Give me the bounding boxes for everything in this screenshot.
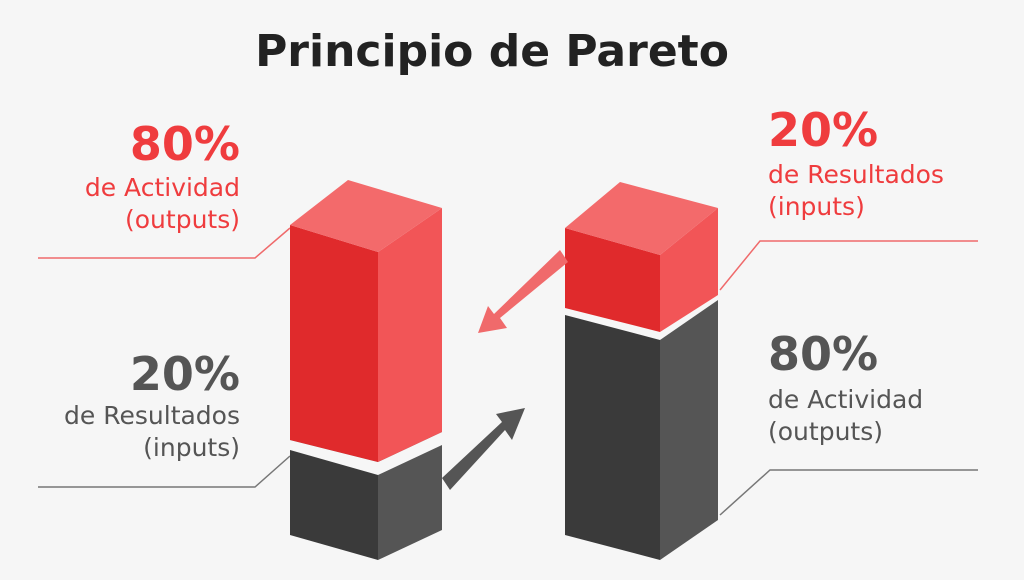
leader-line: [719, 240, 978, 291]
left-block: [290, 180, 442, 560]
label: (outputs): [125, 205, 240, 234]
red-top: [290, 180, 442, 252]
label: de Actividad: [85, 173, 240, 202]
label: de Resultados: [768, 160, 944, 189]
percent: 80%: [130, 117, 240, 171]
dark-face: [660, 300, 718, 560]
red-top: [565, 182, 718, 255]
percent: 20%: [768, 103, 878, 157]
right-block: [565, 182, 718, 560]
label: de Actividad: [768, 385, 923, 414]
label: de Resultados: [64, 401, 240, 430]
red-face: [565, 228, 660, 332]
red-face: [660, 208, 718, 332]
label: (outputs): [768, 417, 883, 446]
percent: 80%: [768, 327, 878, 381]
label: (inputs): [768, 192, 865, 221]
red-face: [378, 208, 442, 462]
arrow: [442, 408, 525, 490]
dark-face: [378, 445, 442, 560]
leader-line: [38, 227, 291, 259]
dark-face: [290, 450, 378, 560]
title: Principio de Pareto: [255, 26, 729, 77]
red-face: [290, 225, 378, 462]
dark-face: [565, 315, 660, 560]
arrow: [478, 250, 568, 333]
percent: 20%: [130, 347, 240, 401]
label: (inputs): [143, 433, 240, 462]
leader-line: [719, 469, 978, 516]
leader-line: [38, 455, 291, 488]
